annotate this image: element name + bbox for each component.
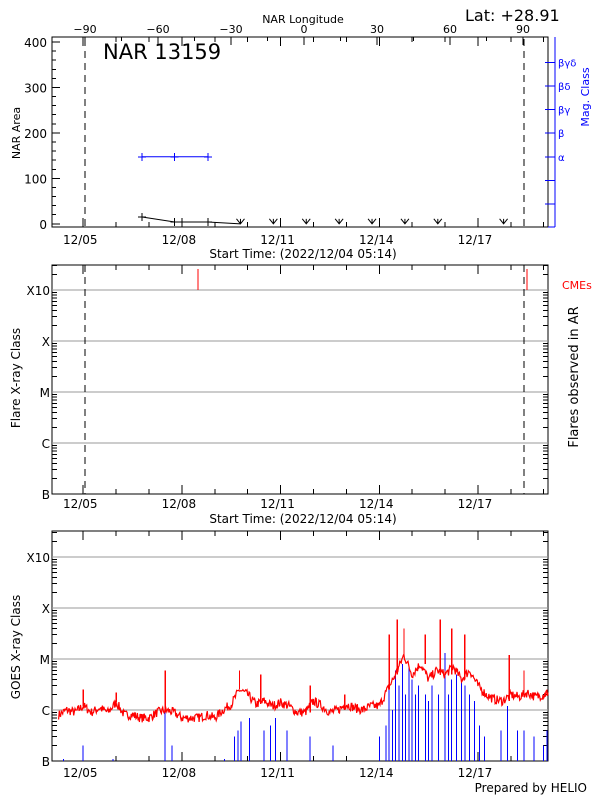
panel1-xlabel: Start Time: (2022/12/04 05:14) — [209, 247, 396, 261]
mag-class-tick-label: βγδ — [558, 58, 576, 69]
area-point-upper-limit-arrow — [236, 218, 245, 225]
area-point-upper-limit-arrow — [301, 218, 311, 225]
panel3-x-tick-label: 12/17 — [458, 766, 493, 780]
area-point-upper-limit-arrow — [433, 218, 443, 225]
panel2-y-tick-label: C — [42, 437, 50, 451]
latitude-label: Lat: +28.91 — [465, 6, 560, 25]
area-point-upper-limit-arrow — [499, 218, 508, 225]
panel2-y-tick-label: M — [40, 386, 50, 400]
mag-class-tick-label: α — [558, 153, 565, 164]
cmes-label: CMEs — [562, 279, 592, 292]
flare-class-axis-label: Flare X-ray Class — [9, 328, 23, 428]
area-point-upper-limit-arrow — [400, 218, 410, 225]
panel3-y-tick-label: B — [42, 755, 50, 769]
longitude-tick-label: −90 — [73, 23, 96, 36]
panel1-y-tick-label: 400 — [24, 36, 47, 50]
panel2-y-tick-label: X10 — [27, 284, 51, 298]
longitude-tick-label: 60 — [443, 23, 457, 36]
area-point-upper-limit-arrow — [367, 218, 377, 225]
panel1-x-tick-label: 12/05 — [63, 233, 98, 247]
panel1-y-tick-label: 300 — [24, 81, 47, 95]
panel2-y-tick-label: X — [42, 335, 50, 349]
region-title: NAR 13159 — [103, 40, 221, 64]
goes-long-curve — [58, 652, 549, 723]
panel1-frame — [51, 36, 549, 228]
mag-class-tick-label: βδ — [558, 82, 571, 93]
longitude-axis-title: NAR Longitude — [262, 13, 344, 26]
panel3-x-tick-label: 12/05 — [63, 766, 98, 780]
nar-area-axis-label: NAR Area — [10, 107, 23, 159]
longitude-tick-label: 90 — [516, 23, 530, 36]
panel3-y-tick-label: M — [40, 653, 50, 667]
panel1-x-tick-label: 12/08 — [162, 233, 197, 247]
area-line — [142, 216, 241, 225]
panel3-frame — [51, 530, 549, 762]
credit-label: Prepared by HELIO — [475, 781, 587, 795]
panel2-x-tick-label: 12/14 — [359, 497, 394, 511]
panel3-x-tick-label: 12/14 — [359, 766, 394, 780]
longitude-tick-label: 30 — [370, 23, 384, 36]
panel2-y-tick-label: B — [42, 488, 50, 502]
panel2-frame — [51, 264, 549, 495]
panel2-xlabel: Start Time: (2022/12/04 05:14) — [209, 512, 396, 526]
panel3-y-tick-label: C — [42, 704, 50, 718]
panel3-y-tick-label: X — [42, 602, 50, 616]
mag-class-tick-label: βγ — [558, 106, 570, 117]
longitude-tick-label: −60 — [146, 23, 169, 36]
panel2-x-tick-label: 12/11 — [260, 497, 295, 511]
mag-class-axis-label: Mag. Class — [579, 67, 592, 126]
goes-class-axis-label: GOES X-ray Class — [9, 595, 23, 699]
panel1-x-tick-label: 12/17 — [458, 233, 493, 247]
panel1-x-tick-label: 12/14 — [359, 233, 394, 247]
panel3-y-tick-label: X10 — [27, 551, 51, 565]
mag-class-tick-label: β — [558, 129, 564, 140]
panel3-x-tick-label: 12/08 — [162, 766, 197, 780]
longitude-tick-label: 0 — [301, 23, 308, 36]
panel1-y-tick-label: 200 — [24, 127, 47, 141]
panel3-x-tick-label: 12/11 — [260, 766, 295, 780]
panel1-y-tick-label: 100 — [24, 172, 47, 186]
panel2-x-tick-label: 12/08 — [162, 497, 197, 511]
area-point-upper-limit-arrow — [334, 218, 344, 225]
flares-observed-axis-label: Flares observed in AR — [567, 306, 582, 447]
panel2-x-tick-label: 12/05 — [63, 497, 98, 511]
area-point-upper-limit-arrow — [268, 218, 278, 225]
panel2-x-tick-label: 12/17 — [458, 497, 493, 511]
panel1-x-tick-label: 12/11 — [260, 233, 295, 247]
longitude-tick-label: −30 — [219, 23, 242, 36]
panel1-y-tick-label: 0 — [39, 218, 47, 232]
